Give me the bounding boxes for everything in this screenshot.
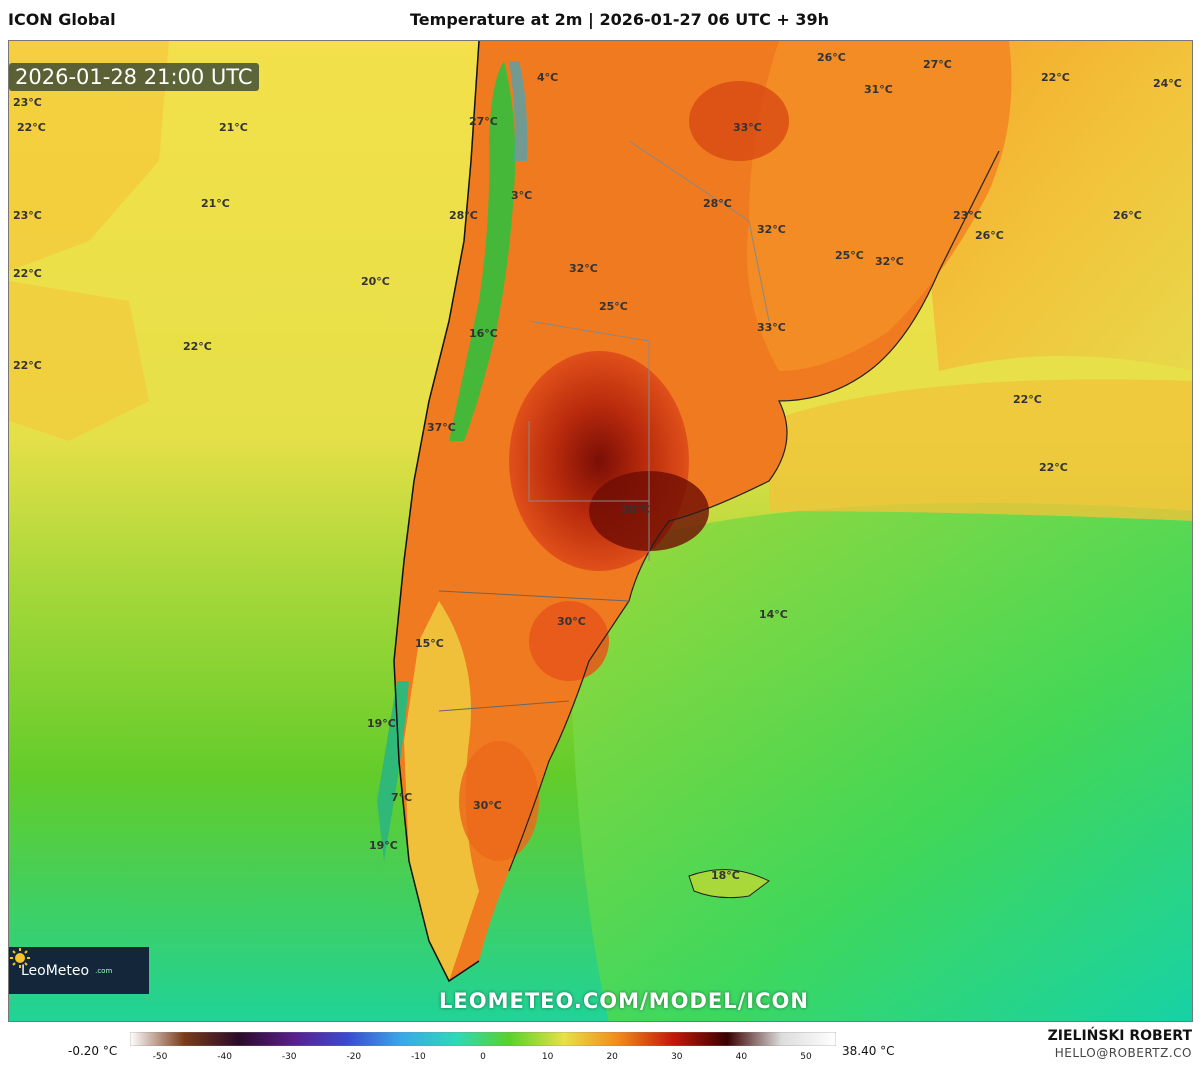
temperature-label: 22°C bbox=[1039, 461, 1068, 474]
temperature-label: 28°C bbox=[449, 209, 478, 222]
header: ICON Global Temperature at 2m | 2026-01-… bbox=[0, 0, 1200, 40]
scale-tick-label: -20 bbox=[346, 1052, 362, 1062]
temperature-label: 3°C bbox=[511, 189, 533, 202]
temperature-label: 22°C bbox=[1013, 393, 1042, 406]
temperature-label: 16°C bbox=[469, 327, 498, 340]
temperature-label: 23°C bbox=[13, 96, 42, 109]
temperature-label: 23°C bbox=[13, 209, 42, 222]
model-url-watermark: LEOMETEO.COM/MODEL/ICON bbox=[439, 989, 809, 1013]
map-canvas bbox=[9, 41, 1192, 1021]
model-name: ICON Global bbox=[8, 10, 116, 29]
temperature-label: 4°C bbox=[537, 71, 559, 84]
temperature-label: 20°C bbox=[361, 275, 390, 288]
temperature-label: 38°C bbox=[621, 503, 650, 516]
temperature-label: 32°C bbox=[875, 255, 904, 268]
temperature-label: 22°C bbox=[17, 121, 46, 134]
valid-time-badge: 2026-01-28 21:00 UTC bbox=[9, 63, 259, 91]
temperature-label: 23°C bbox=[953, 209, 982, 222]
scale-tick-label: 30 bbox=[671, 1052, 683, 1062]
temperature-label: 19°C bbox=[369, 839, 398, 852]
scale-tick-label: -30 bbox=[281, 1052, 297, 1062]
scale-tick-label: -40 bbox=[217, 1052, 232, 1062]
temperature-label: 37°C bbox=[427, 421, 456, 434]
temperature-label: 31°C bbox=[864, 83, 893, 96]
author-name: ZIELIŃSKI ROBERT bbox=[1047, 1028, 1192, 1044]
temperature-label: 33°C bbox=[733, 121, 762, 134]
temperature-label: 7°C bbox=[391, 791, 413, 804]
footer: -0.20 °C -50 -40 -30 -20 -10 0 10 20 30 40 50 38.4… bbox=[0, 1024, 1200, 1066]
temperature-label: 25°C bbox=[835, 249, 864, 262]
temperature-label: 22°C bbox=[13, 359, 42, 372]
scale-tick-label: 50 bbox=[800, 1052, 812, 1062]
temperature-label: 19°C bbox=[367, 717, 396, 730]
temperature-label: 27°C bbox=[469, 115, 498, 128]
color-scale-bar bbox=[130, 1032, 836, 1046]
temperature-label: 26°C bbox=[817, 51, 846, 64]
temperature-label: 32°C bbox=[757, 223, 786, 236]
temperature-label: 14°C bbox=[759, 608, 788, 621]
temperature-label: 32°C bbox=[569, 262, 598, 275]
temperature-label: 28°C bbox=[703, 197, 732, 210]
scale-tick-label: 40 bbox=[735, 1052, 748, 1062]
scale-tick-label: 20 bbox=[606, 1052, 618, 1062]
scale-tick-label: -10 bbox=[411, 1052, 426, 1062]
temperature-label: 22°C bbox=[1041, 71, 1070, 84]
temperature-label: 15°C bbox=[415, 637, 444, 650]
temperature-label: 21°C bbox=[219, 121, 248, 134]
temperature-label: 30°C bbox=[557, 615, 586, 628]
logo-text: LeoMeteo bbox=[21, 962, 90, 979]
leometeo-logo[interactable]: LeoMeteo .com bbox=[9, 947, 149, 994]
scale-tick-label: 0 bbox=[480, 1052, 486, 1062]
temperature-label: 22°C bbox=[183, 340, 212, 353]
legend-max-value: 38.40 °C bbox=[842, 1044, 895, 1058]
scale-tick-label: -50 bbox=[152, 1052, 168, 1062]
temperature-map[interactable]: 2026-01-28 21:00 UTC 23°C 22°C 21°C 4°C 27°C… bbox=[8, 40, 1193, 1022]
temperature-label: 26°C bbox=[975, 229, 1004, 242]
temperature-label: 21°C bbox=[201, 197, 230, 210]
author-email[interactable]: HELLO@ROBERTZ.CO bbox=[1054, 1046, 1192, 1060]
color-scale-ticks: -50 -40 -30 -20 -10 0 10 20 30 40 50 bbox=[130, 1052, 836, 1064]
temperature-label: 24°C bbox=[1153, 77, 1182, 90]
logo-sub: .com bbox=[95, 966, 113, 975]
temperature-label: 18°C bbox=[711, 869, 740, 882]
temperature-label: 27°C bbox=[923, 58, 952, 71]
temperature-label: 22°C bbox=[13, 267, 42, 280]
sun-icon bbox=[10, 948, 30, 968]
map-title: Temperature at 2m | 2026-01-27 06 UTC + … bbox=[410, 10, 830, 29]
temperature-label: 30°C bbox=[473, 799, 502, 812]
temperature-label: 33°C bbox=[757, 321, 786, 334]
temperature-label: 25°C bbox=[599, 300, 628, 313]
temperature-label: 26°C bbox=[1113, 209, 1142, 222]
legend-min-value: -0.20 °C bbox=[68, 1044, 118, 1058]
scale-tick-label: 10 bbox=[541, 1052, 554, 1062]
